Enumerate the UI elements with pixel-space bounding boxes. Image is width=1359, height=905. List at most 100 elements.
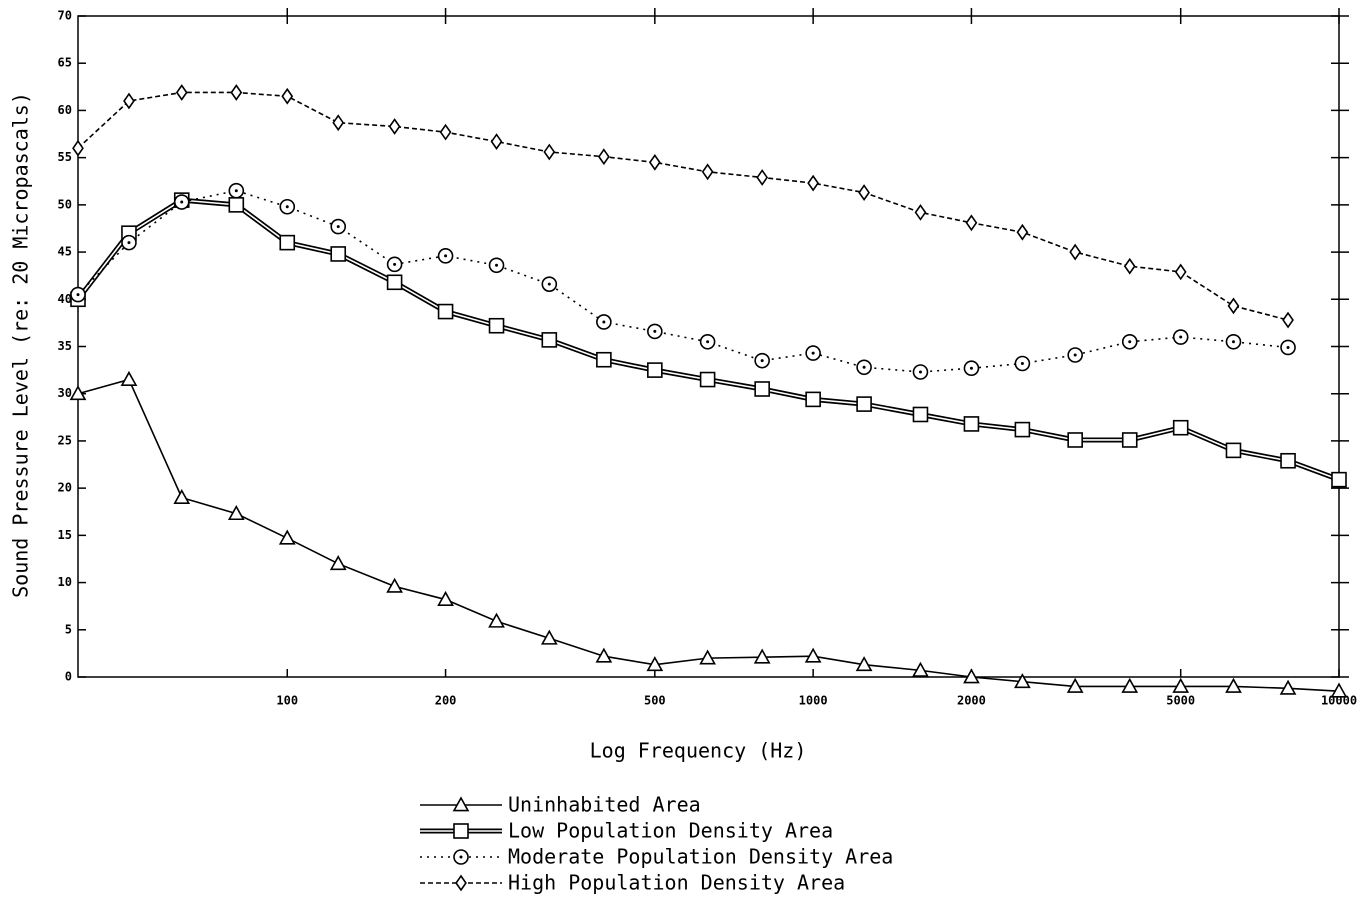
legend-label: Uninhabited Area — [508, 793, 701, 817]
marker — [437, 303, 454, 320]
y-tick-label: 60 — [58, 103, 72, 117]
marker-dot — [180, 200, 184, 204]
marker-dot — [969, 366, 973, 370]
marker-dot — [1286, 345, 1290, 349]
y-tick-label: 30 — [58, 386, 72, 400]
marker — [439, 123, 452, 141]
marker-dot — [76, 293, 80, 297]
marker — [647, 362, 663, 378]
marker — [453, 823, 469, 839]
y-tick-label: 20 — [58, 481, 72, 495]
marker — [699, 649, 716, 665]
marker — [1014, 673, 1031, 689]
marker — [72, 139, 84, 157]
y-tick-label: 35 — [58, 339, 72, 353]
x-tick-label: 500 — [644, 694, 666, 708]
marker — [1331, 471, 1347, 488]
marker — [386, 577, 403, 593]
marker-dot — [1128, 340, 1132, 344]
marker — [228, 197, 245, 213]
y-tick-label: 70 — [58, 9, 72, 23]
marker — [1172, 419, 1189, 436]
marker-dot — [1073, 353, 1077, 357]
series-line — [77, 189, 1289, 373]
marker — [1279, 679, 1297, 695]
marker — [756, 169, 769, 186]
y-tick-label: 55 — [58, 150, 72, 164]
marker — [227, 504, 245, 521]
marker — [701, 163, 714, 181]
marker — [1069, 243, 1082, 261]
marker — [1121, 677, 1139, 693]
y-axis-title: Sound Pressure Level (re: 20 Micropascal… — [9, 92, 33, 598]
y-tick-label: 0 — [65, 670, 72, 684]
marker-dot — [760, 359, 764, 363]
marker — [754, 381, 770, 397]
marker-dot — [602, 320, 606, 324]
x-tick-label: 10000 — [1321, 694, 1357, 708]
y-tick-label: 65 — [58, 56, 72, 70]
marker — [912, 661, 929, 677]
marker-dot — [1231, 340, 1235, 344]
y-tick-label: 45 — [58, 245, 72, 259]
marker — [597, 148, 610, 166]
marker — [543, 143, 556, 161]
marker-dot — [336, 225, 340, 229]
marker — [1067, 432, 1083, 448]
marker — [278, 529, 296, 545]
marker — [1174, 263, 1187, 281]
marker — [1225, 442, 1242, 459]
marker — [488, 612, 505, 628]
y-tick-label: 10 — [58, 575, 72, 589]
marker — [230, 84, 243, 101]
marker — [1016, 223, 1029, 241]
marker-dot — [862, 365, 866, 369]
y-tick-label: 40 — [58, 292, 72, 306]
marker — [490, 133, 503, 150]
marker-dot — [1020, 361, 1024, 365]
marker — [1123, 257, 1136, 275]
marker-dot — [495, 263, 499, 267]
series-line — [77, 91, 1289, 321]
marker — [488, 317, 505, 334]
marker-dot — [811, 351, 815, 355]
marker — [452, 796, 470, 812]
x-tick-label: 100 — [276, 694, 298, 708]
marker — [965, 214, 978, 232]
marker — [1014, 421, 1031, 438]
x-axis-title: Log Frequency (Hz) — [590, 739, 807, 763]
marker — [1227, 297, 1240, 315]
x-tick-label: 5000 — [1166, 694, 1195, 708]
marker — [1121, 432, 1138, 448]
marker — [1172, 677, 1190, 693]
marker — [175, 84, 188, 101]
x-tick-label: 2000 — [957, 694, 986, 708]
marker — [386, 274, 403, 291]
x-tick-label: 200 — [435, 694, 457, 708]
marker — [388, 118, 401, 135]
marker — [858, 184, 870, 201]
marker — [332, 114, 345, 132]
marker — [281, 87, 294, 105]
y-tick-label: 25 — [58, 433, 72, 447]
marker-dot — [234, 189, 238, 193]
series-line — [77, 378, 1340, 692]
marker-dot — [285, 205, 289, 209]
x-tick-label: 1000 — [799, 694, 828, 708]
marker — [1225, 677, 1242, 693]
marker — [541, 332, 558, 348]
y-tick-label: 15 — [58, 528, 72, 542]
marker — [1330, 682, 1348, 698]
y-tick-label: 50 — [58, 197, 72, 211]
marker — [455, 874, 467, 892]
marker — [1280, 452, 1296, 469]
marker-dot — [706, 340, 710, 344]
marker — [914, 204, 927, 221]
marker-dot — [653, 329, 657, 333]
marker — [963, 416, 980, 432]
marker — [120, 370, 138, 386]
marker — [330, 246, 347, 262]
marker — [279, 234, 296, 251]
